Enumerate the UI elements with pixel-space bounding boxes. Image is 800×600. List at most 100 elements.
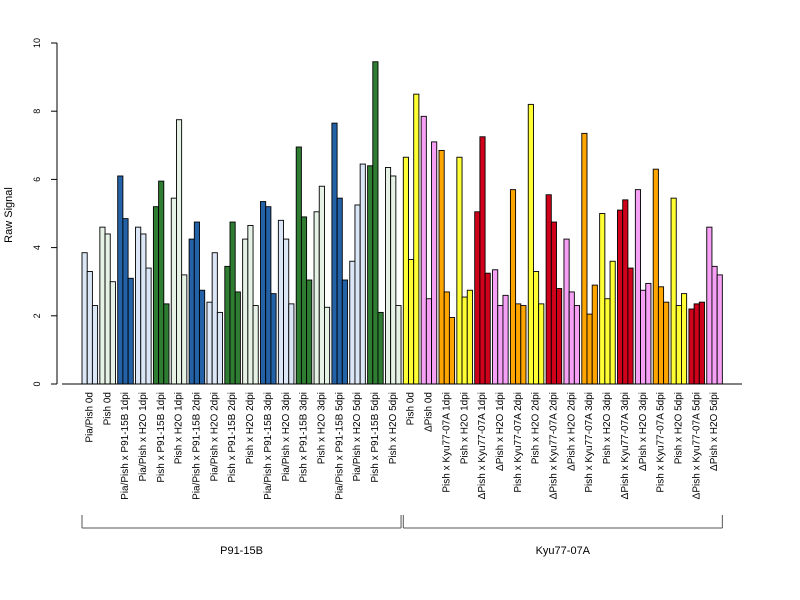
bar — [145, 267, 152, 385]
y-tick-label: 2 — [32, 313, 42, 318]
bar — [336, 197, 343, 385]
bar — [247, 224, 254, 385]
bar — [122, 218, 129, 385]
bar — [657, 286, 665, 385]
x-tick-label: Pish x Kyu77-07A 1dpi — [441, 392, 452, 493]
bar — [550, 221, 557, 385]
bar — [181, 274, 188, 385]
bar — [604, 298, 611, 385]
bar — [586, 313, 593, 385]
bar — [640, 289, 647, 385]
bar — [402, 156, 409, 385]
bar — [408, 259, 415, 385]
x-tick-labels: Pia/Pish 0d Pish 0d Pia/Pish x P91-15B 1dp… — [84, 392, 720, 500]
x-tick-label: Pish x H2O 3dpi — [602, 392, 613, 464]
y-tick-label: 6 — [32, 177, 42, 182]
bar — [295, 146, 302, 385]
bar — [283, 238, 290, 385]
x-tick-label: Pish x Kyu77-07A 3dpi — [584, 392, 595, 493]
bar — [443, 291, 450, 385]
bar — [438, 149, 445, 385]
x-tick-label: Pish x P91-15B 2dpi — [227, 392, 238, 483]
x-tick-label: Pia/Pish x P91-15B 1dpi — [120, 392, 131, 500]
bar — [675, 305, 682, 385]
bar — [599, 213, 606, 385]
bar — [390, 175, 397, 385]
bar — [270, 293, 277, 385]
bar — [99, 226, 106, 385]
bar — [413, 93, 420, 385]
bar — [502, 294, 509, 385]
bar — [591, 284, 598, 385]
bar — [533, 271, 540, 385]
bar — [152, 206, 160, 385]
bar — [234, 291, 241, 385]
bar — [385, 167, 392, 385]
bar — [224, 265, 231, 385]
bar — [527, 103, 534, 385]
bar — [81, 252, 88, 385]
x-tick-label: Pish x H2O 5dpi — [388, 392, 399, 464]
bar — [318, 185, 325, 385]
bar — [538, 303, 545, 385]
x-tick-label: Pia/Pish 0d — [84, 392, 95, 443]
x-tick-label: ΔPish 0d — [424, 392, 435, 432]
bar — [711, 265, 718, 385]
x-tick-label: ΔPish x Kyu77-07A 3dpi — [620, 392, 631, 499]
bar — [216, 311, 224, 385]
bar — [420, 115, 427, 385]
y-tick-label: 10 — [32, 38, 42, 48]
bar — [372, 61, 379, 385]
bar — [349, 260, 356, 385]
bar — [359, 163, 366, 385]
x-tick-label: ΔPish x H2O 2dpi — [566, 392, 577, 471]
bar — [163, 303, 170, 385]
x-tick-label: Pia/Pish x H2O 1dpi — [138, 392, 149, 482]
bar — [497, 305, 504, 385]
x-tick-label: Pish x H2O 5dpi — [673, 392, 684, 464]
bar — [706, 226, 713, 385]
x-tick-label: Pia/Pish x P91-15B 3dpi — [263, 392, 274, 500]
bar — [242, 238, 249, 385]
bar — [86, 271, 93, 385]
x-tick-label: ΔPish x H2O 1dpi — [495, 392, 506, 471]
bar — [461, 296, 468, 385]
bar — [515, 303, 522, 385]
bar — [466, 289, 473, 385]
x-tick-label: Pish x H2O 3dpi — [316, 392, 327, 464]
bar — [492, 269, 499, 385]
x-tick-label: Pia/Pish x H2O 5dpi — [352, 392, 363, 482]
bar — [617, 209, 624, 385]
bar — [117, 175, 124, 385]
bar — [556, 288, 563, 385]
y-axis-label: Raw Signal — [3, 187, 15, 243]
bar — [568, 291, 575, 385]
bar — [652, 168, 659, 385]
bar — [645, 282, 652, 385]
x-tick-label: ΔPish x H2O 3dpi — [638, 392, 649, 471]
x-tick-label: Pish x H2O 1dpi — [459, 392, 470, 464]
y-tick-label: 8 — [32, 109, 42, 114]
bar — [229, 221, 236, 385]
x-tick-label: ΔPish x H2O 5dpi — [709, 392, 720, 471]
bar — [581, 132, 588, 385]
bar — [324, 306, 331, 385]
bar — [627, 267, 634, 385]
bar — [306, 279, 313, 385]
y-tick-label: 0 — [32, 381, 42, 386]
bar — [175, 119, 183, 385]
bar — [91, 305, 99, 385]
group-label: P91-15B — [220, 545, 263, 557]
bar — [288, 303, 295, 385]
bar — [252, 305, 259, 385]
bar — [341, 279, 348, 385]
group-label: Kyu77-07A — [536, 545, 591, 557]
bar — [573, 305, 580, 385]
bar — [313, 211, 320, 385]
bar — [277, 219, 285, 385]
bars — [81, 61, 723, 385]
bar — [193, 221, 200, 385]
bar — [109, 281, 116, 385]
bar — [265, 206, 272, 385]
bar — [670, 197, 677, 385]
